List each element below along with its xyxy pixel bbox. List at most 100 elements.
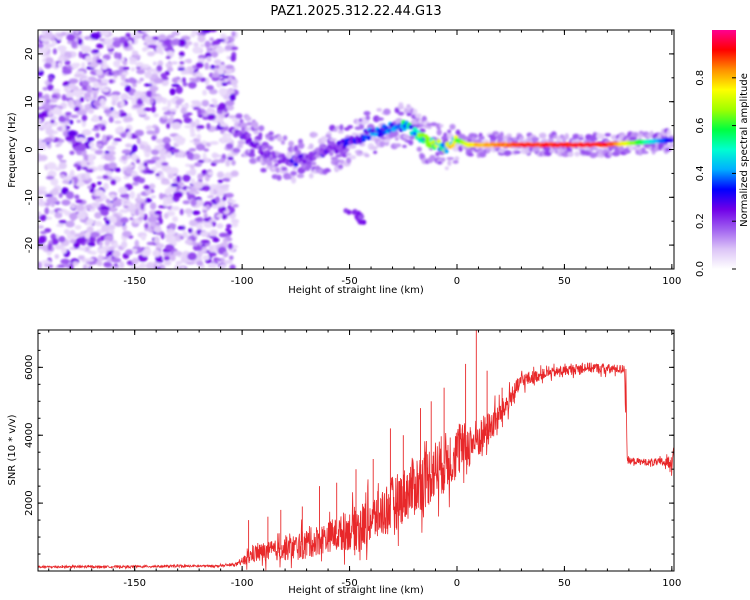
ridge-halo-blob — [232, 147, 241, 153]
noise-blob — [163, 260, 172, 266]
noise-blob — [175, 260, 183, 265]
noise-blob — [183, 117, 192, 124]
noise-blob — [120, 209, 127, 213]
noise-blob — [51, 94, 58, 99]
ridge-halo-blob — [416, 146, 422, 152]
noise-blob — [146, 125, 153, 130]
noise-blob — [121, 149, 132, 154]
noise-blob — [161, 106, 171, 112]
noise-blob — [135, 61, 144, 67]
noise-blob — [65, 191, 75, 200]
noise-blob — [156, 65, 163, 72]
noise-blob — [169, 108, 177, 113]
ridge-blob — [366, 135, 372, 141]
noise-blob — [126, 131, 132, 140]
noise-blob — [99, 235, 105, 241]
noise-blob — [226, 224, 232, 229]
noise-blob — [184, 239, 193, 245]
noise-blob — [203, 213, 208, 219]
ridge-halo-blob — [599, 133, 605, 140]
noise-blob — [98, 241, 103, 247]
noise-blob — [111, 141, 119, 146]
noise-blob — [91, 116, 100, 123]
noise-blob — [125, 143, 133, 148]
noise-blob — [79, 96, 85, 103]
noise-blob — [63, 229, 70, 235]
ridge-halo-blob — [265, 165, 271, 170]
noise-blob — [73, 176, 78, 185]
noise-blob — [181, 77, 186, 84]
noise-blob — [136, 193, 141, 201]
noise-blob — [113, 138, 122, 142]
noise-blob — [67, 83, 75, 89]
noise-blob — [175, 104, 180, 109]
noise-blob — [143, 184, 150, 190]
noise-blob — [74, 194, 80, 200]
noise-blob — [141, 234, 146, 241]
noise-blob — [166, 200, 172, 205]
noise-blob — [146, 51, 155, 57]
noise-blob — [45, 57, 54, 64]
noise-blob — [113, 51, 119, 59]
noise-blob — [163, 255, 170, 261]
noise-blob — [210, 230, 217, 237]
noise-blob — [195, 143, 206, 151]
noise-blob — [163, 39, 173, 46]
ridge-halo-blob — [280, 140, 286, 145]
noise-blob — [202, 209, 208, 213]
ridge-halo-blob — [436, 129, 442, 136]
x-tick-label: 0 — [454, 276, 460, 287]
ridge-halo-blob — [545, 146, 551, 151]
noise-blob — [48, 264, 54, 269]
colorbar-bar — [712, 30, 736, 269]
noise-blob — [63, 56, 69, 62]
noise-blob — [175, 85, 183, 94]
ridge-halo-blob — [369, 145, 378, 151]
noise-blob — [153, 113, 159, 118]
noise-blob — [139, 112, 147, 116]
noise-blob — [152, 61, 157, 66]
noise-blob — [70, 169, 75, 176]
noise-blob — [136, 98, 144, 105]
noise-blob — [220, 82, 228, 86]
ridge-blob — [436, 139, 442, 144]
ridge-halo-blob — [408, 139, 414, 146]
noise-blob — [77, 212, 87, 220]
noise-blob — [229, 255, 234, 261]
noise-blob — [101, 65, 108, 70]
ridge-blob — [423, 134, 429, 140]
noise-blob — [169, 88, 176, 96]
noise-blob — [57, 210, 66, 214]
noise-blob — [154, 145, 163, 151]
noise-blob — [135, 91, 144, 96]
noise-blob — [162, 115, 168, 119]
noise-blob — [211, 160, 222, 164]
noise-blob — [54, 254, 60, 259]
noise-blob — [95, 69, 103, 76]
ridge-halo-blob — [653, 147, 660, 152]
colorbar-tick-label: 0.4 — [695, 165, 706, 181]
noise-blob — [75, 237, 85, 244]
ridge-halo-blob — [293, 145, 299, 152]
ridge-halo-blob — [376, 117, 384, 121]
ridge-halo-blob — [499, 131, 504, 138]
noise-blob — [180, 104, 189, 108]
noise-blob — [177, 39, 187, 47]
noise-blob — [64, 210, 72, 216]
noise-blob — [182, 174, 191, 182]
noise-blob — [97, 181, 102, 185]
noise-blob — [218, 102, 227, 110]
noise-blob — [95, 189, 105, 197]
ridge-halo-blob — [402, 134, 410, 139]
noise-blob — [192, 242, 198, 247]
noise-blob — [102, 174, 109, 180]
noise-blob — [163, 212, 169, 219]
ridge-halo-blob — [376, 108, 383, 112]
noise-blob — [96, 260, 102, 266]
noise-blob — [101, 209, 109, 216]
ridge-halo-blob — [665, 148, 672, 152]
noise-blob — [112, 266, 120, 269]
noise-blob — [84, 231, 92, 239]
noise-blob — [38, 97, 46, 105]
